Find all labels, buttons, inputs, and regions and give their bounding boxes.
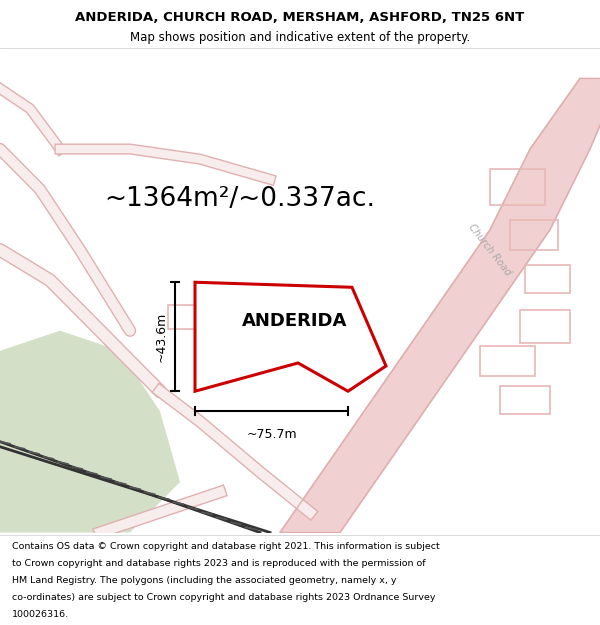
Text: HM Land Registry. The polygons (including the associated geometry, namely x, y: HM Land Registry. The polygons (includin… (12, 576, 397, 585)
Text: Church Road: Church Road (467, 222, 513, 278)
Text: to Crown copyright and database rights 2023 and is reproduced with the permissio: to Crown copyright and database rights 2… (12, 559, 425, 568)
Polygon shape (280, 78, 600, 532)
Text: Map shows position and indicative extent of the property.: Map shows position and indicative extent… (130, 31, 470, 44)
Text: Contains OS data © Crown copyright and database right 2021. This information is : Contains OS data © Crown copyright and d… (12, 542, 440, 551)
Text: ~43.6m: ~43.6m (155, 312, 167, 362)
Text: ANDERIDA: ANDERIDA (242, 312, 347, 329)
Polygon shape (0, 331, 180, 532)
Text: ~1364m²/~0.337ac.: ~1364m²/~0.337ac. (104, 186, 376, 213)
Text: co-ordinates) are subject to Crown copyright and database rights 2023 Ordnance S: co-ordinates) are subject to Crown copyr… (12, 593, 436, 602)
Text: ~75.7m: ~75.7m (246, 428, 297, 441)
Text: ANDERIDA, CHURCH ROAD, MERSHAM, ASHFORD, TN25 6NT: ANDERIDA, CHURCH ROAD, MERSHAM, ASHFORD,… (76, 11, 524, 24)
Text: 100026316.: 100026316. (12, 610, 69, 619)
